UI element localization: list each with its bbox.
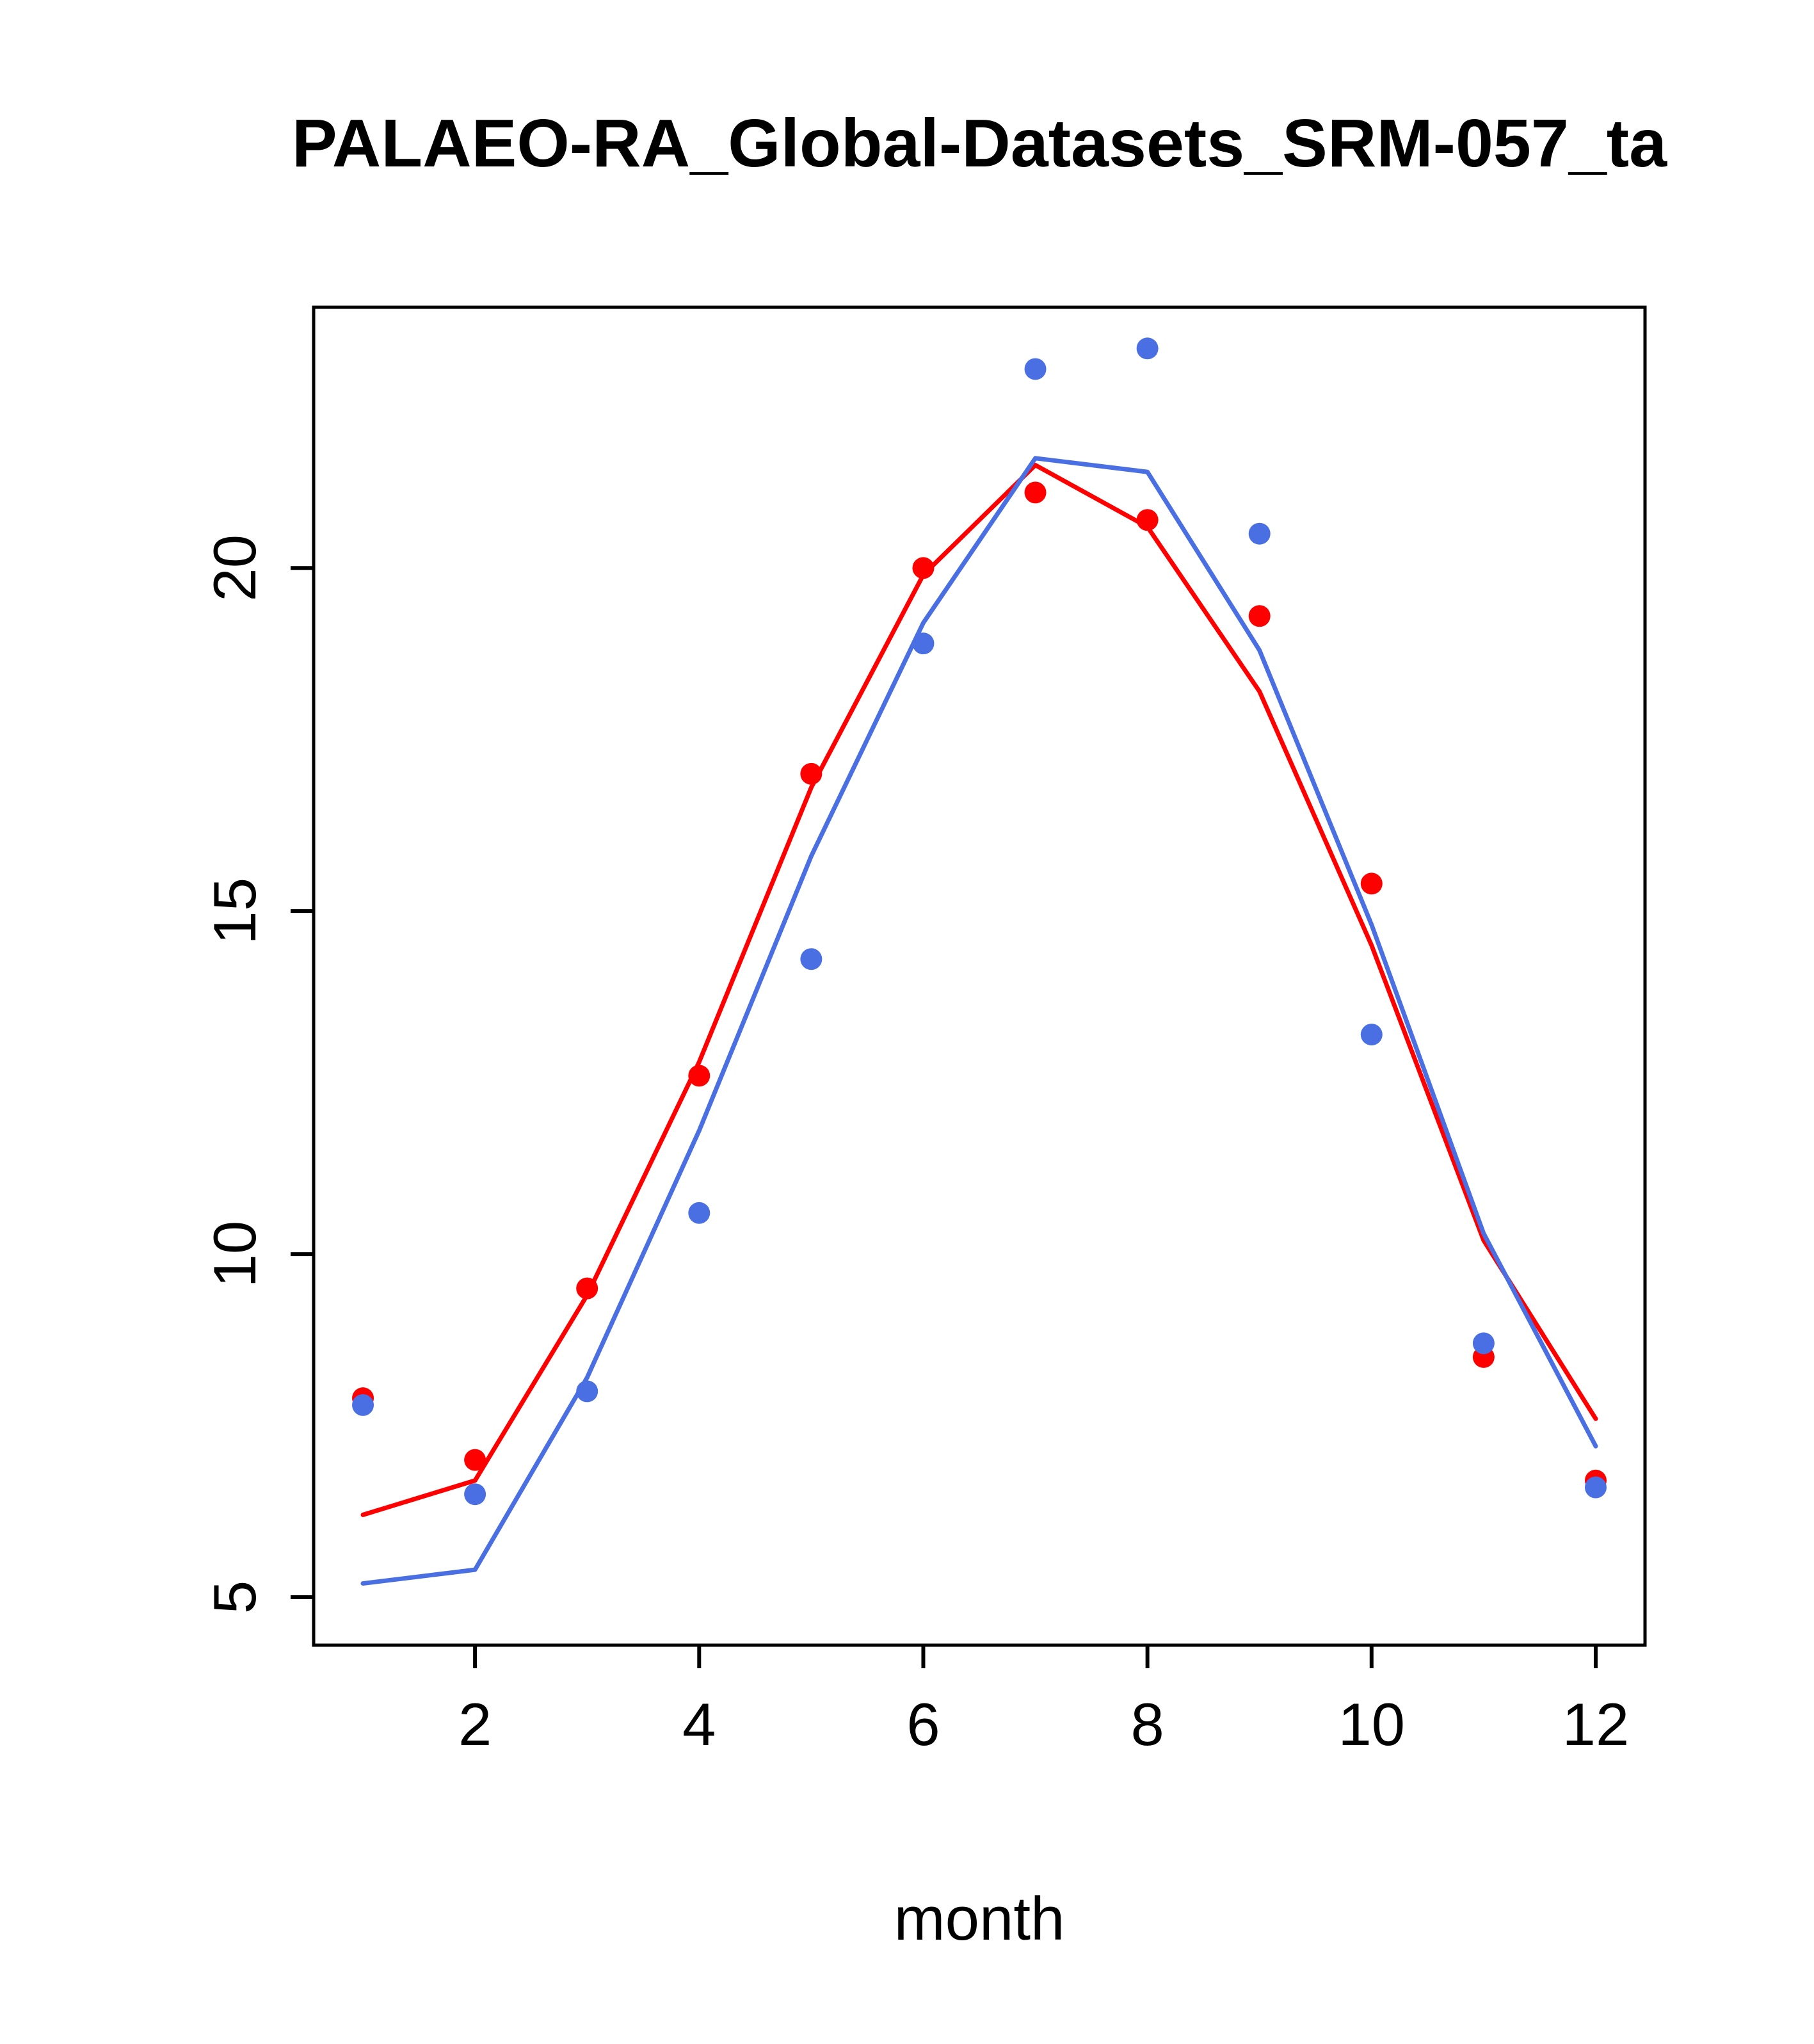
x-tick-label: 8 (1130, 1691, 1164, 1758)
blue-points-marker (352, 1394, 374, 1416)
blue-points-marker (800, 948, 823, 970)
blue-points-marker (1584, 1476, 1607, 1499)
red-points-marker (800, 762, 823, 785)
y-tick-label: 10 (201, 1221, 268, 1288)
red-points-marker (688, 1065, 710, 1087)
x-axis-label: month (894, 1885, 1065, 1953)
blue-points-marker (912, 632, 935, 655)
blue-points-marker (688, 1202, 710, 1224)
blue-points-marker (464, 1483, 486, 1506)
blue-line-series (360, 456, 1598, 1586)
y-tick-label: 15 (201, 878, 268, 945)
plot-area: 2 4 6 8 10 12 5 10 15 20 (201, 305, 1647, 1758)
blue-points-marker (1024, 358, 1047, 380)
blue-points-marker (1472, 1332, 1495, 1355)
x-tick-label: 10 (1338, 1691, 1406, 1758)
x-tick-label: 6 (906, 1691, 940, 1758)
y-tick-label: 20 (201, 535, 268, 602)
x-tick-label: 2 (458, 1691, 492, 1758)
red-line-series (360, 463, 1598, 1517)
blue-points-marker (1360, 1024, 1383, 1046)
chart-title: PALAEO-RA_Global-Datasets_SRM-057_ta (292, 106, 1667, 181)
x-tick-label: 12 (1562, 1691, 1630, 1758)
red-points-marker (1024, 481, 1047, 504)
blue-points-marker (576, 1380, 598, 1403)
x-tick-label: 4 (682, 1691, 716, 1758)
plot-box (312, 305, 1647, 1647)
red-points-marker (1248, 605, 1271, 627)
y-tick-label: 5 (201, 1581, 268, 1614)
red-points-marker (576, 1277, 598, 1300)
blue-points-marker (1136, 337, 1159, 360)
red-points-marker (912, 557, 935, 579)
red-points-marker (1360, 873, 1383, 895)
red-points-marker (464, 1449, 486, 1471)
blue-points-marker (1248, 522, 1271, 545)
red-points-marker (1136, 509, 1159, 531)
